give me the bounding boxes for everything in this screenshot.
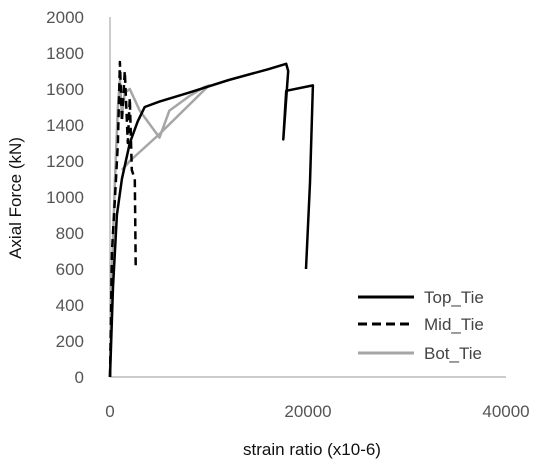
x-tick-label: 40000 [482,402,529,421]
y-tick-label: 400 [56,296,84,315]
y-tick-label: 800 [56,224,84,243]
x-tick-labels: 0 20000 40000 [105,402,529,421]
y-tick-labels: 0 200 400 600 800 1000 1200 1400 1600 1800 2000 [46,8,84,387]
series-line-bot-tie [108,78,211,378]
legend-label: Top_Tie [424,288,484,307]
x-tick-label: 0 [105,402,114,421]
series-layer [108,60,315,378]
y-tick-label: 0 [75,368,84,387]
x-tick-label: 20000 [284,402,331,421]
legend-label: Bot_Tie [424,344,482,363]
legend-label: Mid_Tie [424,315,484,334]
y-axis-title: Axial Force (kN) [6,137,25,259]
y-tick-label: 1600 [46,80,84,99]
y-tick-label: 1200 [46,152,84,171]
y-tick-label: 2000 [46,8,84,27]
series-line-top-tie [108,62,315,378]
y-tick-label: 1800 [46,44,84,63]
y-tick-label: 1000 [46,188,84,207]
legend: Top_Tie Mid_Tie Bot_Tie [358,288,484,363]
y-tick-label: 600 [56,260,84,279]
y-tick-label: 1400 [46,116,84,135]
series-line-mid-tie [108,60,137,378]
x-axis: 0 20000 40000 [105,376,530,421]
y-tick-label: 200 [56,332,84,351]
y-axis: 0 200 400 600 800 1000 1200 1400 1600 1800 2000 [46,8,111,387]
x-axis-title: strain ratio (x10-6) [243,440,381,459]
